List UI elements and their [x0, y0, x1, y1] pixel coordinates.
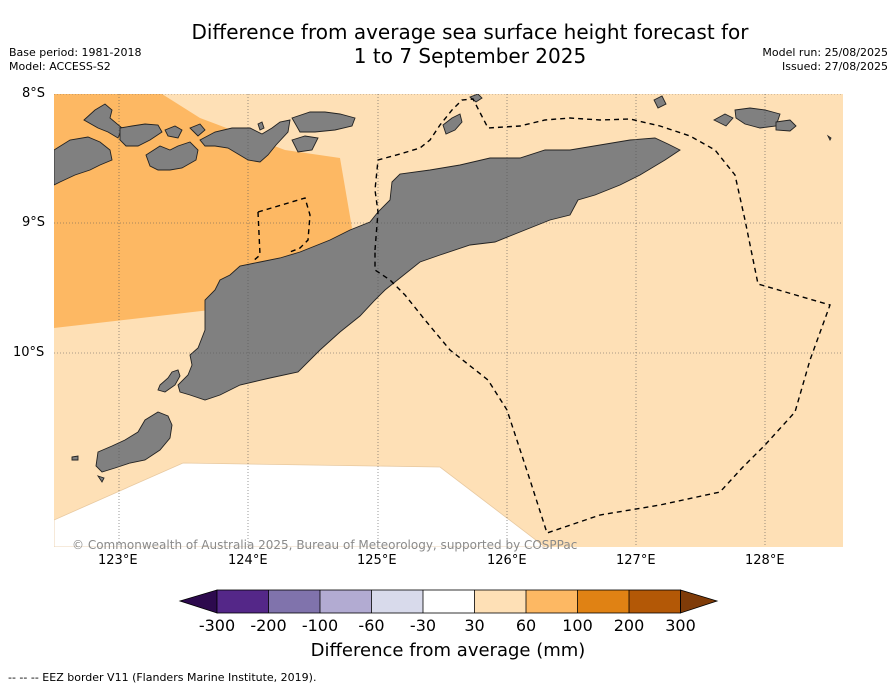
model-run-text: Model run: 25/08/2025	[762, 46, 888, 59]
lon-label: 126°E	[487, 553, 527, 568]
eez-border	[251, 98, 831, 534]
title-line-1: Difference from average sea surface heig…	[191, 20, 749, 44]
gridlines	[54, 94, 843, 547]
colorbar-tick-label: 300	[665, 616, 696, 635]
colorbar-tick-label: -100	[301, 616, 339, 635]
land	[54, 94, 832, 483]
colorbar-bin	[320, 590, 372, 613]
model-text: Model: ACCESS-S2	[9, 60, 111, 73]
colorbar-bin	[474, 590, 526, 613]
meta-left: Base period: 1981-2018 Model: ACCESS-S2	[9, 46, 141, 74]
title-line-2: 1 to 7 September 2025	[353, 44, 587, 68]
colorbar-bin	[526, 590, 578, 613]
colorbar-bin	[423, 590, 475, 613]
colorbar-tick-label: -30	[409, 616, 437, 635]
lat-label: 10°S	[13, 345, 45, 360]
meta-right: Model run: 25/08/2025 Issued: 27/08/2025	[762, 46, 888, 74]
colorbar-tick-label: 100	[562, 616, 593, 635]
savu-island	[95, 411, 173, 473]
rote-island	[157, 369, 181, 393]
colorbar-bin	[268, 590, 320, 613]
lon-label: 128°E	[745, 553, 785, 568]
colorbar-bin	[577, 590, 629, 613]
colorbar	[178, 589, 719, 614]
colorbar-bin	[629, 590, 681, 613]
lon-label: 123°E	[98, 553, 138, 568]
chart-title: Difference from average sea surface heig…	[0, 20, 896, 68]
lon-label: 124°E	[228, 553, 268, 568]
base-period-text: Base period: 1981-2018	[9, 46, 142, 59]
lat-label: 8°S	[22, 86, 46, 101]
copyright-text: © Commonwealth of Australia 2025, Bureau…	[72, 538, 578, 552]
map-area	[54, 94, 843, 547]
lat-label: 9°S	[22, 215, 46, 230]
colorbar-tick-label: -200	[250, 616, 287, 635]
colorbar-tick-label: 60	[515, 616, 537, 635]
colorbar-tick-label: 200	[613, 616, 645, 635]
colorbar-tick-label: -60	[358, 616, 385, 635]
colorbar-bin	[371, 590, 423, 613]
eez-footnote: -- -- -- EEZ border V11 (Flanders Marine…	[8, 671, 317, 684]
colorbar-bin	[217, 590, 269, 613]
colorbar-tick-label: -300	[198, 616, 236, 635]
colorbar-title: Difference from average (mm)	[310, 640, 586, 661]
timor-island	[177, 137, 681, 401]
issued-text: Issued: 27/08/2025	[781, 60, 888, 73]
colorbar-tick-label: 30	[464, 616, 485, 635]
lon-label: 127°E	[616, 553, 656, 568]
lon-label: 125°E	[357, 553, 397, 568]
alor-island	[54, 136, 113, 186]
ocean-anomaly-neutral	[54, 462, 546, 547]
wetar-island	[199, 119, 291, 163]
colorbar-extend-high	[680, 589, 719, 614]
colorbar-extend-low	[178, 589, 218, 614]
